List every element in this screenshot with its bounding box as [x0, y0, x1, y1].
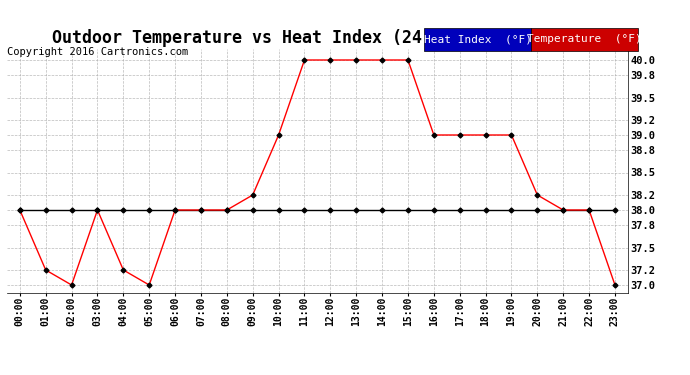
Title: Outdoor Temperature vs Heat Index (24 Hours) 20160108: Outdoor Temperature vs Heat Index (24 Ho…	[52, 29, 582, 47]
Text: Heat Index  (°F): Heat Index (°F)	[424, 34, 532, 44]
Text: Copyright 2016 Cartronics.com: Copyright 2016 Cartronics.com	[7, 47, 188, 57]
Text: Temperature  (°F): Temperature (°F)	[527, 34, 642, 44]
